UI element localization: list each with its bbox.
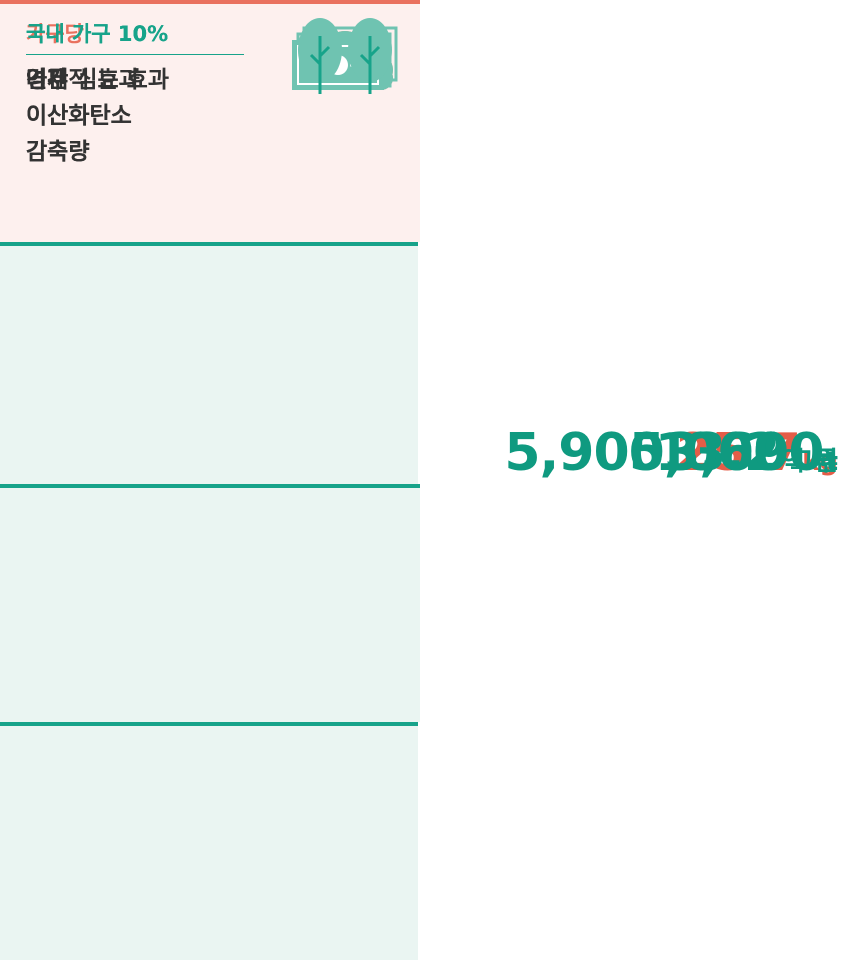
trees-icon — [295, 16, 395, 96]
label-line: 감축량 — [26, 134, 132, 170]
divider — [26, 54, 244, 55]
icon — [295, 16, 395, 96]
value-unit: 그루 — [790, 447, 838, 477]
card-tag: 국내 가구 10% — [26, 18, 168, 48]
label-line: 나무 심는 효과 — [26, 62, 169, 98]
value-number: 5,900,000 — [504, 423, 788, 483]
card-value: 5,900,000그루 — [504, 423, 838, 483]
label-line: 이산화탄소 — [26, 98, 132, 134]
card-label: 나무 심는 효과 — [26, 62, 169, 98]
